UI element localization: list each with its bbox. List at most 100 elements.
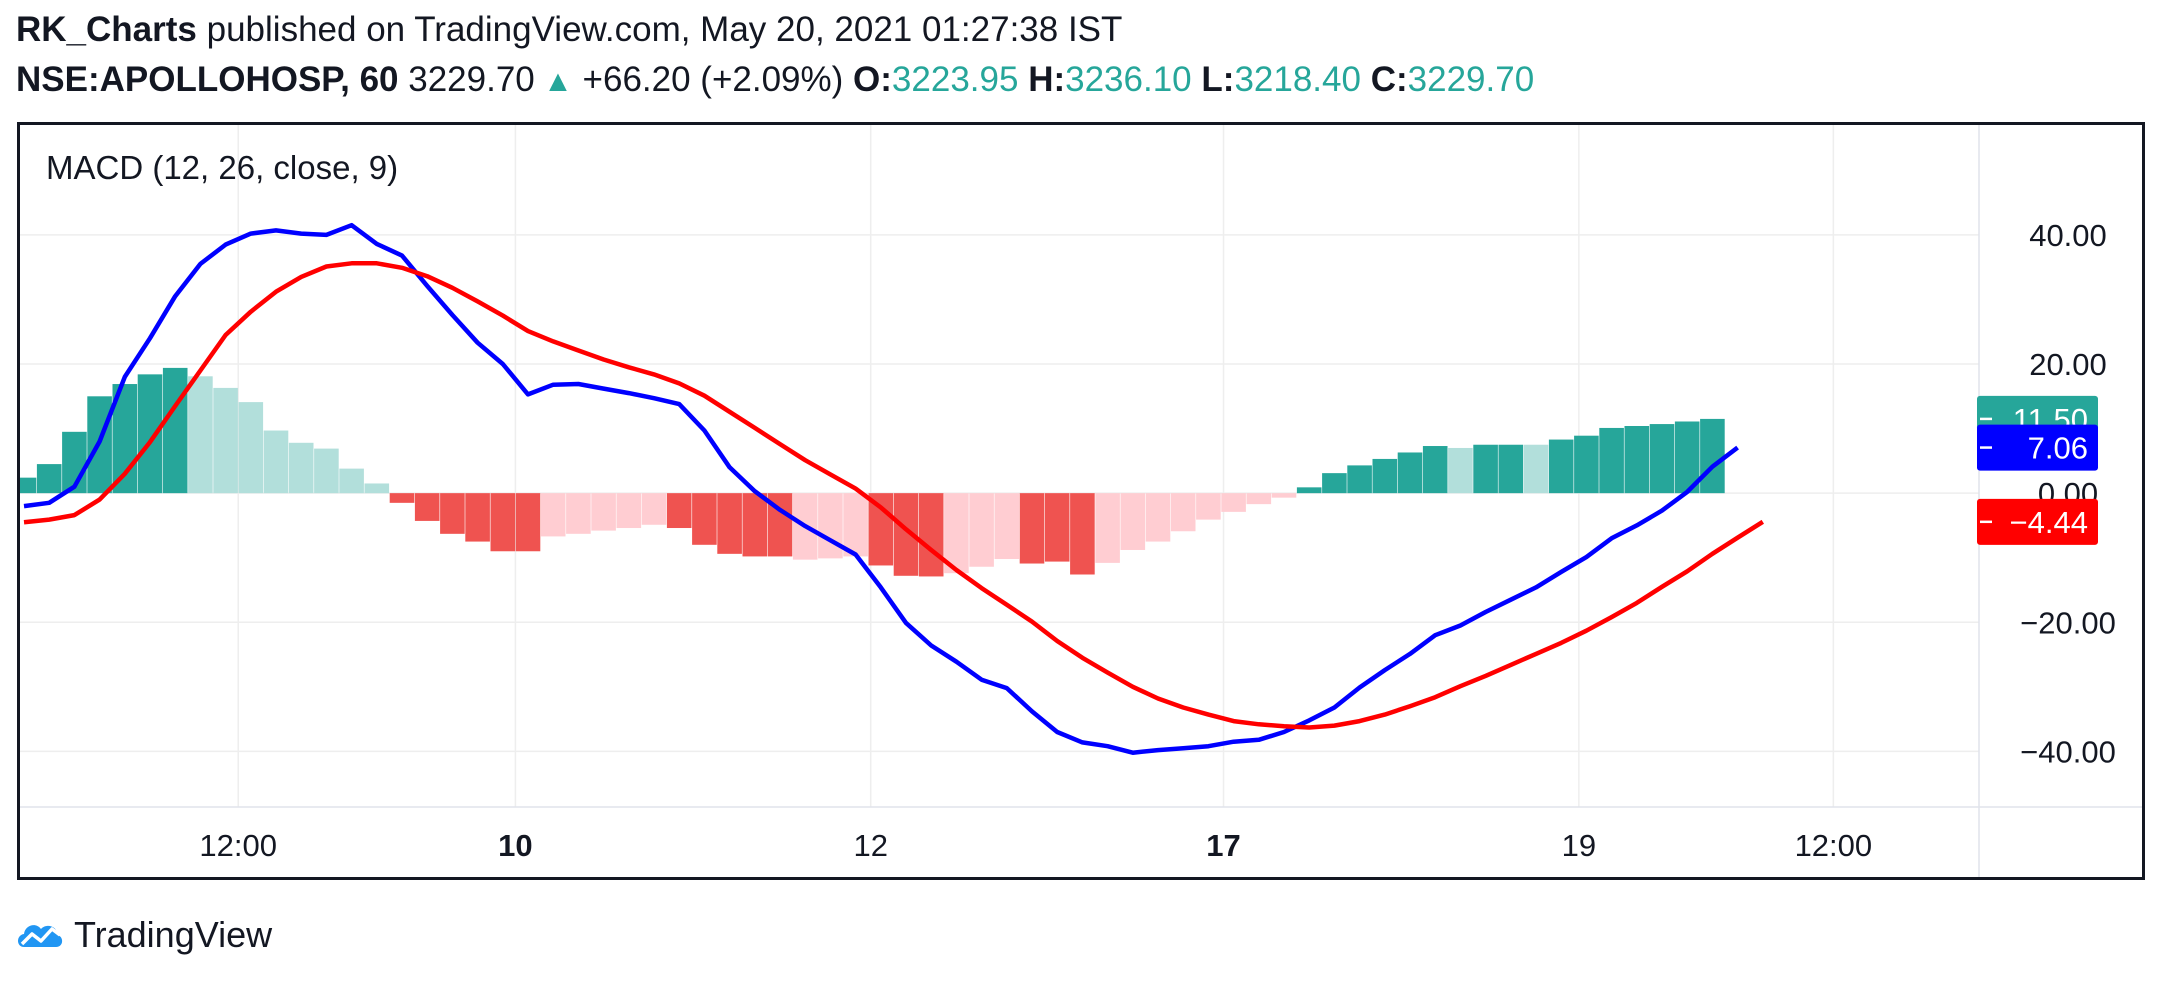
histogram-bar [994, 493, 1020, 560]
histogram-bar [1422, 446, 1448, 494]
histogram-bar [263, 430, 289, 494]
histogram-bar [314, 448, 339, 494]
y-tick-label: 20.00 [2029, 347, 2107, 382]
price-label-text: 7.06 [2028, 431, 2088, 466]
y-tick-label: −20.00 [2020, 605, 2116, 640]
publish-info: RK_Charts published on TradingView.com, … [16, 10, 1122, 50]
histogram-bar [969, 493, 994, 567]
histogram-bar [692, 493, 717, 545]
histogram-bar [1574, 435, 1599, 494]
published-text: published on TradingView.com, May 20, 20… [206, 10, 1123, 49]
price-label-badge [1977, 498, 2098, 545]
histogram-bar [1044, 493, 1070, 562]
histogram-bar [616, 493, 642, 529]
histogram-bar [1271, 493, 1297, 498]
histogram-bar [1473, 444, 1498, 494]
close-label: C: [1370, 60, 1408, 99]
histogram-bar [213, 387, 238, 494]
histogram-bar [1649, 424, 1675, 494]
histogram-bar [1019, 493, 1045, 564]
histogram-bar [1246, 493, 1272, 505]
price-change: +66.20 (+2.09%) [582, 60, 844, 99]
chart-panel[interactable]: 40.00 20.00 0.00 −20.00 −40.00 12:00 10 12 17 19 1… [17, 122, 2145, 880]
x-tick-label: 17 [1206, 828, 1240, 863]
low-value: 3218.40 [1234, 60, 1361, 99]
author-name[interactable]: RK_Charts [16, 10, 197, 49]
x-tick-label: 12:00 [1795, 828, 1873, 863]
histogram-bar [591, 493, 616, 531]
histogram-bar [1296, 487, 1322, 494]
open-label: O: [853, 60, 892, 99]
histogram-bar [238, 402, 264, 494]
histogram-bar [288, 442, 314, 494]
histogram-bar [364, 483, 390, 494]
histogram-bar [666, 493, 692, 529]
histogram-bar [339, 468, 364, 494]
histogram-bar [641, 493, 667, 525]
last-price: 3229.70 [408, 60, 535, 99]
histogram-bar [1448, 447, 1473, 494]
symbol-info: NSE:APOLLOHOSP, 60 3229.70 ▲ +66.20 (+2.… [16, 60, 1534, 100]
signal-line [23, 261, 1765, 730]
histogram [20, 367, 1725, 577]
histogram-bar [188, 376, 213, 494]
histogram-bar [742, 493, 768, 557]
histogram-bar [1700, 418, 1725, 494]
tradingview-logo-icon[interactable] [14, 917, 66, 953]
x-tick-label: 10 [498, 828, 532, 863]
histogram-bar [540, 493, 566, 537]
histogram-bar [1170, 493, 1196, 532]
histogram-bar [1095, 493, 1120, 563]
histogram-bar [1498, 444, 1524, 494]
histogram-bar [918, 493, 944, 577]
indicator-label[interactable]: MACD (12, 26, close, 9) [46, 149, 399, 186]
low-label: L: [1201, 60, 1235, 99]
histogram-bar [1548, 439, 1574, 494]
histogram-bar [566, 493, 591, 534]
histogram-bar [1599, 427, 1624, 494]
histogram-bar [1624, 426, 1650, 494]
histogram-bar [1322, 473, 1347, 494]
histogram-bar [36, 464, 62, 494]
footer-brand[interactable]: TradingView [74, 914, 273, 955]
histogram-bar [389, 493, 415, 503]
x-tick-label: 19 [1562, 828, 1596, 863]
y-tick-label: 40.00 [2029, 218, 2107, 253]
histogram-bar [1221, 493, 1246, 512]
histogram-bar [868, 493, 894, 566]
high-value: 3236.10 [1065, 60, 1192, 99]
histogram-bar [440, 493, 465, 534]
histogram-bar [20, 477, 37, 494]
price-label-badge [1977, 424, 2098, 471]
x-tick-label: 12:00 [199, 828, 277, 863]
histogram-bar [1372, 458, 1398, 494]
close-value: 3229.70 [1407, 60, 1535, 99]
histogram-bar [818, 493, 843, 559]
histogram-bar [414, 493, 440, 521]
histogram-bar [1120, 493, 1146, 550]
histogram-bar [137, 374, 163, 494]
footer: TradingView [14, 910, 272, 960]
high-label: H: [1028, 60, 1066, 99]
histogram-bar [944, 493, 969, 574]
histogram-bar [717, 493, 742, 554]
histogram-bar [843, 493, 868, 557]
x-tick-label: 12 [853, 828, 887, 863]
histogram-bar [162, 367, 188, 494]
histogram-bar [1397, 452, 1423, 494]
open-value: 3223.95 [891, 60, 1019, 99]
symbol-name[interactable]: NSE:APOLLOHOSP, 60 [16, 60, 399, 99]
histogram-bar [1070, 493, 1095, 575]
histogram-bar [1145, 493, 1171, 542]
price-label-text: −4.44 [2010, 505, 2088, 540]
histogram-bar [1196, 493, 1221, 520]
histogram-bar [465, 493, 490, 542]
macd-line [23, 222, 1739, 755]
series-lines [23, 222, 1765, 755]
up-arrow-icon: ▲ [534, 65, 573, 98]
histogram-bar [515, 493, 541, 552]
histogram-bar [490, 493, 516, 552]
y-tick-label: −40.00 [2020, 734, 2116, 769]
